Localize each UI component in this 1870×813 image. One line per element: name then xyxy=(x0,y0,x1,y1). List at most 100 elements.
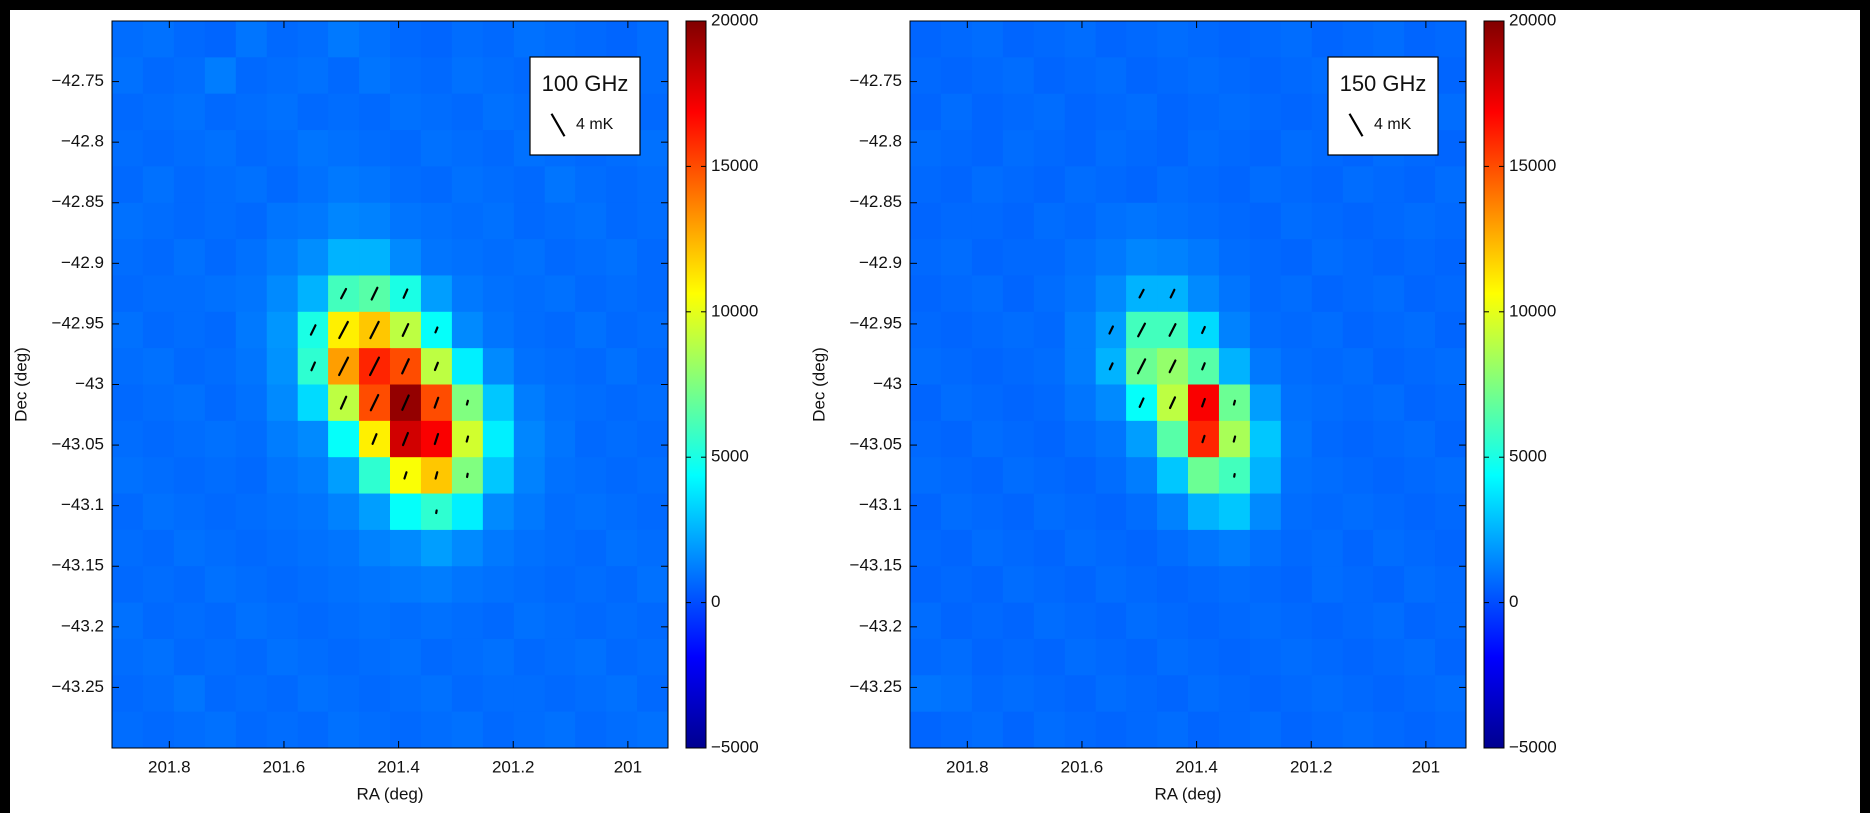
colorbar-tick-label: 10000 xyxy=(711,301,758,320)
heatmap-cell xyxy=(1312,494,1344,531)
heatmap-cell xyxy=(1096,203,1128,240)
heatmap-cell xyxy=(1312,530,1344,567)
heatmap-cell xyxy=(267,348,299,385)
heatmap-cell xyxy=(1126,530,1158,567)
heatmap-cell xyxy=(1219,94,1251,131)
heatmap-cell xyxy=(910,57,942,94)
heatmap-cell xyxy=(910,421,942,458)
y-tick-label: −42.9 xyxy=(61,253,104,272)
heatmap-cell xyxy=(390,94,422,131)
heatmap-cell xyxy=(1034,203,1066,240)
heatmap-cell xyxy=(298,603,330,640)
heatmap-cell xyxy=(637,348,669,385)
heatmap-cell xyxy=(1065,603,1097,640)
heatmap-cell xyxy=(545,166,577,203)
heatmap-cell xyxy=(1373,312,1405,349)
heatmap-cell xyxy=(1219,348,1251,385)
heatmap-cell xyxy=(972,348,1004,385)
heatmap-cell xyxy=(972,57,1004,94)
heatmap-cell xyxy=(205,457,237,494)
x-tick-label: 201 xyxy=(1412,757,1440,776)
heatmap-cell xyxy=(1126,675,1158,712)
heatmap-cell xyxy=(1250,21,1282,58)
heatmap-cell xyxy=(1373,603,1405,640)
heatmap-cell xyxy=(421,566,453,603)
heatmap-cell xyxy=(910,94,942,131)
heatmap-cell xyxy=(637,675,669,712)
heatmap-cell xyxy=(1219,239,1251,276)
heatmap-cell xyxy=(1343,566,1375,603)
heatmap-cell xyxy=(143,603,175,640)
heatmap-cell xyxy=(174,421,206,458)
heatmap-cell xyxy=(236,130,268,167)
heatmap-cell xyxy=(575,494,607,531)
heatmap-cell xyxy=(1219,166,1251,203)
heatmap-cell xyxy=(267,130,299,167)
heatmap-cell xyxy=(1003,130,1035,167)
heatmap-cell xyxy=(112,57,144,94)
heatmap-cell xyxy=(1281,57,1313,94)
heatmap-cell xyxy=(606,712,638,749)
heatmap-cell xyxy=(452,166,484,203)
heatmap-cell xyxy=(1404,457,1436,494)
heatmap-cell xyxy=(143,57,175,94)
heatmap-cell xyxy=(143,639,175,676)
heatmap-cell xyxy=(637,494,669,531)
heatmap-cell xyxy=(606,348,638,385)
heatmap-cell xyxy=(205,21,237,58)
heatmap-cell xyxy=(514,566,546,603)
heatmap-cell xyxy=(236,275,268,312)
heatmap-cell xyxy=(1281,130,1313,167)
heatmap-cell xyxy=(483,603,515,640)
heatmap-cell xyxy=(236,603,268,640)
heatmap-cell xyxy=(606,603,638,640)
page: 201.8201.6201.4201.2201−42.75−42.8−42.85… xyxy=(0,0,1870,813)
heatmap-cell xyxy=(972,712,1004,749)
mask xyxy=(112,10,668,21)
heatmap-cell xyxy=(1188,675,1220,712)
figure: 201.8201.6201.4201.2201−42.75−42.8−42.85… xyxy=(0,0,1870,813)
heatmap-cell xyxy=(1003,603,1035,640)
heatmap-cell xyxy=(267,675,299,712)
heatmap-cell xyxy=(236,530,268,567)
heatmap-cell xyxy=(236,639,268,676)
heatmap-cell xyxy=(205,712,237,749)
heatmap-cell xyxy=(1343,275,1375,312)
heatmap-cell xyxy=(1435,21,1467,58)
heatmap-cell xyxy=(1157,603,1189,640)
heatmap-cell xyxy=(1096,21,1128,58)
heatmap-cell xyxy=(267,166,299,203)
heatmap-cell xyxy=(112,21,144,58)
heatmap-cell xyxy=(1065,239,1097,276)
heatmap-cell xyxy=(1065,57,1097,94)
x-tick-label: 201.8 xyxy=(946,757,989,776)
heatmap-cell xyxy=(1003,385,1035,422)
polarization-vector xyxy=(1234,437,1235,442)
heatmap-cell xyxy=(1065,385,1097,422)
heatmap-cell xyxy=(1281,166,1313,203)
heatmap-cell xyxy=(1096,166,1128,203)
heatmap-cell xyxy=(606,530,638,567)
heatmap-cell xyxy=(205,385,237,422)
x-tick-label: 201 xyxy=(614,757,642,776)
heatmap-cell xyxy=(1096,57,1128,94)
heatmap-cell xyxy=(1157,530,1189,567)
heatmap-cell xyxy=(328,494,360,531)
heatmap-cell xyxy=(637,530,669,567)
heatmap-cell xyxy=(1034,57,1066,94)
heatmap-cell xyxy=(1003,166,1035,203)
heatmap-cell xyxy=(483,675,515,712)
heatmap-cell xyxy=(606,239,638,276)
heatmap-cell xyxy=(972,385,1004,422)
heatmap-cell xyxy=(575,712,607,749)
heatmap-cell xyxy=(1219,566,1251,603)
y-tick-label: −43.15 xyxy=(850,556,902,575)
heatmap-cell xyxy=(514,494,546,531)
polarization-vector xyxy=(467,401,468,405)
colorbar-tick-label: 0 xyxy=(711,592,720,611)
heatmap-cell xyxy=(1034,494,1066,531)
heatmap-cell xyxy=(236,239,268,276)
heatmap-cell xyxy=(972,421,1004,458)
heatmap-cell xyxy=(1343,494,1375,531)
heatmap-cell xyxy=(637,21,669,58)
